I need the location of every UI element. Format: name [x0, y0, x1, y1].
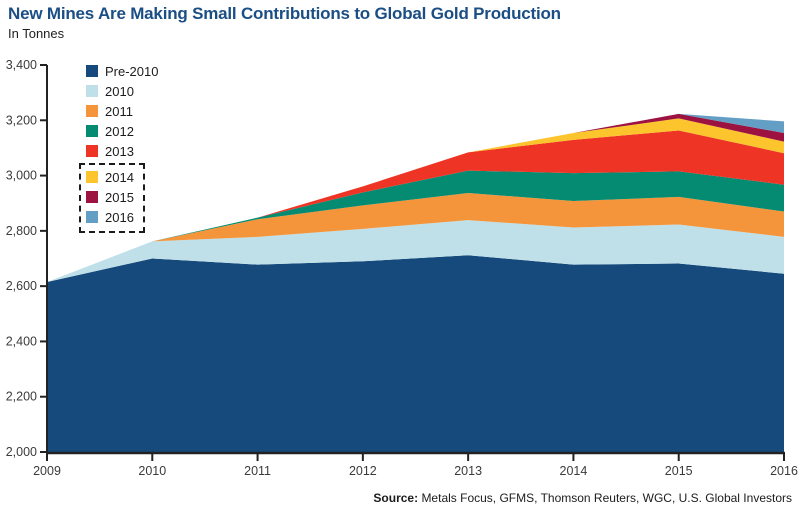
legend-swatch-icon: [86, 65, 98, 77]
y-axis-tick-label: 3,200: [6, 113, 37, 127]
source-attribution: Source: Metals Focus, GFMS, Thomson Reut…: [373, 491, 792, 505]
x-axis-tick-label: 2009: [33, 464, 61, 478]
source-label: Source:: [373, 491, 419, 505]
legend-item-label: 2010: [105, 83, 134, 99]
area-layer-2014: [47, 118, 784, 283]
legend-swatch-icon: [86, 211, 98, 223]
legend-item-label: 2011: [105, 103, 133, 119]
new-mines-highlight-box: 2014 2015 2016: [79, 163, 145, 233]
y-axis-tick-label: 2,000: [6, 445, 37, 459]
y-axis-tick-label: 2,600: [6, 279, 37, 293]
legend-swatch-icon: [86, 125, 98, 137]
chart-title: New Mines Are Making Small Contributions…: [8, 4, 561, 23]
area-layer-2013: [47, 130, 784, 282]
area-layer-2012: [47, 170, 784, 282]
legend-item-label: 2012: [105, 123, 134, 139]
area-layer-2011: [47, 193, 784, 282]
legend-item-pre-2010: Pre-2010: [86, 61, 158, 81]
legend-item-label: 2016: [105, 209, 134, 225]
x-axis-tick-label: 2016: [770, 464, 798, 478]
legend-item-2011: 2011: [86, 101, 158, 121]
legend-swatch-icon: [86, 145, 98, 157]
legend-swatch-icon: [86, 105, 98, 117]
source-text: Metals Focus, GFMS, Thomson Reuters, WGC…: [421, 491, 792, 505]
x-axis-tick-label: 2012: [349, 464, 377, 478]
y-axis-tick-label: 3,000: [6, 169, 37, 183]
legend-item-label: 2013: [105, 143, 134, 159]
x-axis-tick-label: 2015: [665, 464, 693, 478]
area-layer-2010: [47, 220, 784, 282]
legend-item-2010: 2010: [86, 81, 158, 101]
legend-item-2013: 2013: [86, 141, 158, 161]
y-axis-tick-label: 2,400: [6, 334, 37, 348]
x-axis-tick-label: 2013: [454, 464, 482, 478]
legend-item-2014: 2014: [86, 167, 134, 187]
y-axis-tick-label: 2,800: [6, 224, 37, 238]
y-axis-tick-label: 2,200: [6, 390, 37, 404]
legend-item-2016: 2016: [86, 207, 134, 227]
x-axis-tick-label: 2010: [138, 464, 166, 478]
legend-swatch-icon: [86, 171, 98, 183]
y-axis-tick-label: 3,400: [6, 58, 37, 72]
legend-item-2015: 2015: [86, 187, 134, 207]
legend-swatch-icon: [86, 191, 98, 203]
legend-item-2012: 2012: [86, 121, 158, 141]
area-layer-pre-2010: [47, 255, 784, 452]
legend-item-label: 2015: [105, 189, 134, 205]
x-axis-tick-label: 2014: [560, 464, 588, 478]
chart-legend: Pre-2010 2010 2011 2012 2013 2014 2015: [79, 61, 158, 233]
legend-swatch-icon: [86, 85, 98, 97]
units-label: In Tonnes: [8, 26, 65, 41]
x-axis-tick-label: 2011: [244, 464, 271, 478]
legend-item-label: 2014: [105, 169, 134, 185]
legend-item-label: Pre-2010: [105, 63, 159, 79]
